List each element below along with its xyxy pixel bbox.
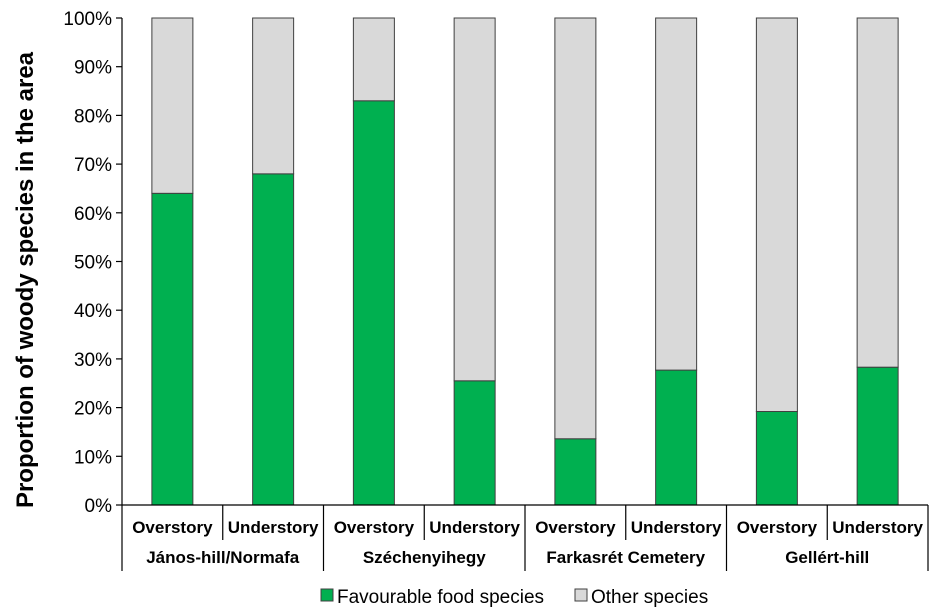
bar-favourable-1 [252,173,295,506]
bars-layer [151,17,899,506]
bar-favourable-7 [856,366,899,506]
bar-favourable-6 [755,411,798,506]
x-category-label-3: Understory [429,518,520,537]
bar-favourable-5 [655,369,698,506]
y-tick-label-1: 10% [74,447,112,468]
x-category-label-6: Overstory [737,518,818,537]
bar-favourable-3 [453,380,496,506]
legend-label-favourable: Favourable food species [337,587,544,608]
bar-other-1 [252,17,295,175]
bar-other-5 [655,17,698,371]
y-tick-label-0: 0% [85,496,113,517]
y-tick-label-4: 40% [74,301,112,322]
legend-label-other: Other species [591,587,708,608]
y-tick-label-2: 20% [74,399,112,420]
y-tick-label-7: 70% [74,155,112,176]
y-axis-title: Proportion of woody species in the area [12,51,39,508]
y-tick-label-8: 80% [74,106,112,127]
bar-other-2 [352,17,395,102]
y-tick-label-10: 100% [63,9,112,30]
bar-favourable-2 [352,100,395,506]
x-group-label-3: Gellért-hill [785,548,869,567]
x-category-label-4: Overstory [535,518,616,537]
x-group-label-0: János-hill/Normafa [146,548,300,567]
x-category-label-2: Overstory [334,518,415,537]
axes-layer [116,17,929,571]
y-tick-label-5: 50% [74,253,112,274]
legend-swatch-other [574,588,588,602]
y-tick-label-3: 30% [74,350,112,371]
bar-other-0 [151,17,194,194]
legend-swatch-favourable [320,588,334,602]
x-group-label-1: Széchenyihegy [363,548,486,567]
y-tick-label-9: 90% [74,58,112,79]
bar-favourable-4 [554,438,597,506]
x-category-label-1: Understory [228,518,319,537]
bar-other-3 [453,17,496,382]
y-tick-label-6: 60% [74,204,112,225]
bar-other-6 [755,17,798,412]
labels-layer: 0% 10% 20% 30% 40% 50% 60% 70% 80% 90% 100% Oversto… [63,9,923,567]
x-category-label-5: Understory [631,518,722,537]
x-category-label-7: Understory [832,518,923,537]
legend: Favourable food species Other species [320,587,708,608]
bar-favourable-0 [151,192,194,506]
x-category-label-0: Overstory [132,518,213,537]
bar-other-4 [554,17,597,440]
x-group-label-2: Farkasrét Cemetery [546,548,705,567]
bar-other-7 [856,17,899,368]
